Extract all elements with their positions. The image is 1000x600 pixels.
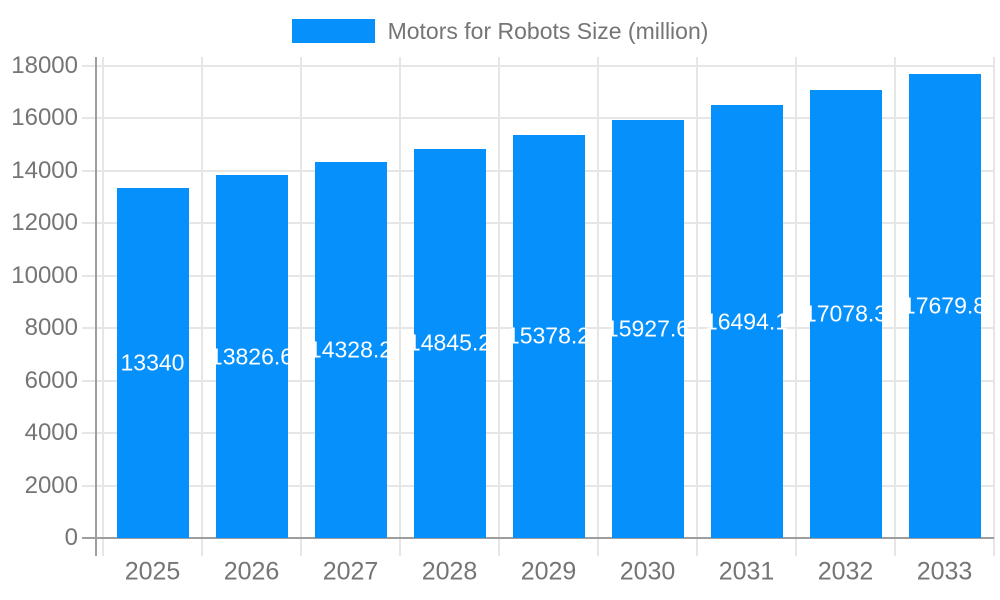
vertical-gridline bbox=[597, 57, 599, 556]
y-tick-label: 12000 bbox=[11, 209, 78, 237]
bar-value-label: 16494.1 bbox=[704, 308, 789, 335]
x-tick-label: 2033 bbox=[916, 557, 973, 586]
x-tick-label: 2027 bbox=[322, 557, 379, 586]
bar-2027 bbox=[314, 162, 387, 538]
bar-value-label: 14845.2 bbox=[407, 329, 492, 356]
y-tick-label: 14000 bbox=[11, 156, 78, 184]
y-tick-label: 4000 bbox=[24, 419, 78, 447]
bar-value-label: 15378.2 bbox=[506, 322, 591, 349]
bar-value-label: 14328.2 bbox=[308, 336, 393, 363]
legend-label: Motors for Robots Size (million) bbox=[387, 18, 709, 44]
bar-2030 bbox=[611, 120, 684, 538]
bar-2026 bbox=[215, 175, 288, 538]
bar-value-label: 17679.8 bbox=[902, 292, 987, 319]
vertical-gridline bbox=[399, 57, 401, 556]
x-axis-baseline bbox=[82, 537, 994, 539]
vertical-gridline bbox=[894, 57, 896, 556]
vertical-gridline bbox=[993, 57, 995, 556]
x-tick-label: 2032 bbox=[817, 557, 874, 586]
bar-value-label: 17078.3 bbox=[803, 300, 888, 327]
y-tick-label: 6000 bbox=[24, 366, 78, 394]
x-tick-label: 2031 bbox=[718, 557, 775, 586]
x-tick-label: 2029 bbox=[520, 557, 577, 586]
vertical-gridline bbox=[102, 57, 104, 556]
x-tick-label: 2026 bbox=[223, 557, 280, 586]
y-tick-label: 10000 bbox=[11, 261, 78, 289]
y-tick-label: 16000 bbox=[11, 104, 78, 132]
bar-2031 bbox=[710, 105, 783, 538]
x-tick-label: 2028 bbox=[421, 557, 478, 586]
horizontal-gridline bbox=[82, 117, 994, 120]
horizontal-gridline bbox=[82, 65, 994, 67]
vertical-gridline bbox=[498, 57, 500, 556]
bar-2028 bbox=[413, 148, 486, 538]
x-tick-label: 2025 bbox=[124, 557, 181, 586]
bar-value-label: 15927.6 bbox=[605, 315, 690, 342]
bar-value-label: 13826.6 bbox=[209, 343, 294, 370]
x-tick-label: 2030 bbox=[619, 557, 676, 586]
chart-legend: Motors for Robots Size (million) bbox=[0, 14, 1000, 48]
bar-value-label: 13340 bbox=[120, 349, 185, 376]
vertical-gridline bbox=[696, 57, 698, 556]
bar-2029 bbox=[512, 134, 585, 538]
y-axis-line bbox=[94, 57, 97, 556]
bar-2033 bbox=[908, 74, 981, 538]
y-tick-label: 18000 bbox=[11, 52, 78, 79]
legend-swatch bbox=[291, 19, 375, 43]
bar-2025 bbox=[116, 188, 189, 538]
y-tick-label: 8000 bbox=[24, 314, 78, 342]
vertical-gridline bbox=[300, 57, 302, 556]
y-tick-label: 2000 bbox=[24, 471, 78, 499]
vertical-gridline bbox=[201, 57, 203, 556]
bar-2032 bbox=[809, 90, 882, 538]
vertical-gridline bbox=[795, 57, 797, 556]
y-tick-label: 0 bbox=[64, 524, 78, 551]
